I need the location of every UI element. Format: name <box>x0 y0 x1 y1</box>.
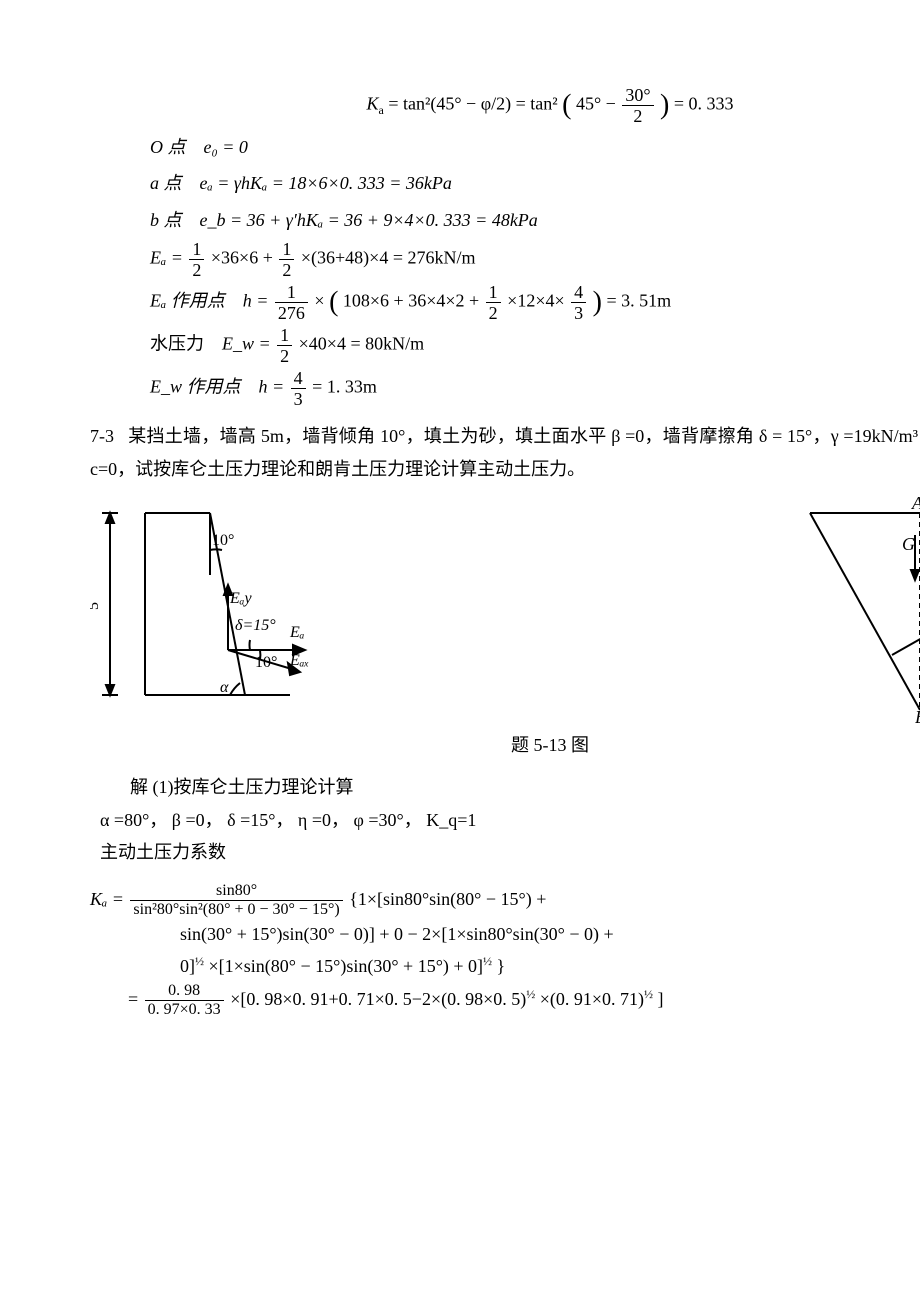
svg-text:10°: 10° <box>212 532 234 549</box>
svg-text:Eₐy: Eₐy <box>229 590 252 607</box>
ka-block: Kₐ = sin80° sin²80°sin²(80° + 0 − 30° − … <box>90 883 920 1019</box>
svg-text:A: A <box>911 495 920 513</box>
solution-header: 解 (1)按库仑土压力理论计算 <box>130 771 920 803</box>
point-a: a 点 eₐ = γhKₐ = 18×6×0. 333 = 36kPa <box>150 167 920 199</box>
Ea-line: Eₐ = 12 ×36×6 + 12 ×(36+48)×4 = 276kN/m <box>150 240 920 279</box>
eq-ka-top: Ka = tan²(45° − φ/2) = tan² ( 45° − 30° … <box>90 86 920 125</box>
svg-text:10°: 10° <box>255 654 277 671</box>
figure-left: 5 10° Eₐy δ=15° Eₐ 10° Eₐₓ α <box>90 495 400 715</box>
figure-right: A C G E Eₐ B <box>780 495 920 725</box>
svg-text:α: α <box>220 679 229 696</box>
svg-text:B: B <box>915 707 920 725</box>
svg-text:G: G <box>902 534 915 554</box>
figure-caption: 题 5-13 图 <box>90 729 920 761</box>
figures-row: 5 10° Eₐy δ=15° Eₐ 10° Eₐₓ α A <box>90 495 920 725</box>
problem-7-3: 7-3 某挡土墙，墙高 5m，墙背倾角 10°，填土为砂，填土面水平 β =0，… <box>90 420 920 485</box>
coef-label: 主动土压力系数 <box>100 836 920 868</box>
svg-text:5: 5 <box>90 602 102 610</box>
svg-text:δ=15°: δ=15° <box>235 617 276 634</box>
frac-30-2: 30° 2 <box>622 86 653 125</box>
svg-text:Eₐₓ: Eₐₓ <box>289 652 309 669</box>
Ea-h-line: Eₐ 作用点 h = 1276 × ( 108×6 + 36×4×2 + 12 … <box>150 283 920 322</box>
params-line: α =80°， β =0， δ =15°， η =0， φ =30°， K_q=… <box>100 804 920 836</box>
Ew-h-line: E_w 作用点 h = 43 = 1. 33m <box>150 369 920 408</box>
water-line: 水压力 E_w = 12 ×40×4 = 80kN/m <box>150 326 920 365</box>
svg-text:Eₐ: Eₐ <box>289 624 305 641</box>
point-b: b 点 e_b = 36 + γ′hKₐ = 36 + 9×4×0. 333 =… <box>150 204 920 236</box>
point-O: O 点 e₀ = 0 <box>150 131 920 163</box>
